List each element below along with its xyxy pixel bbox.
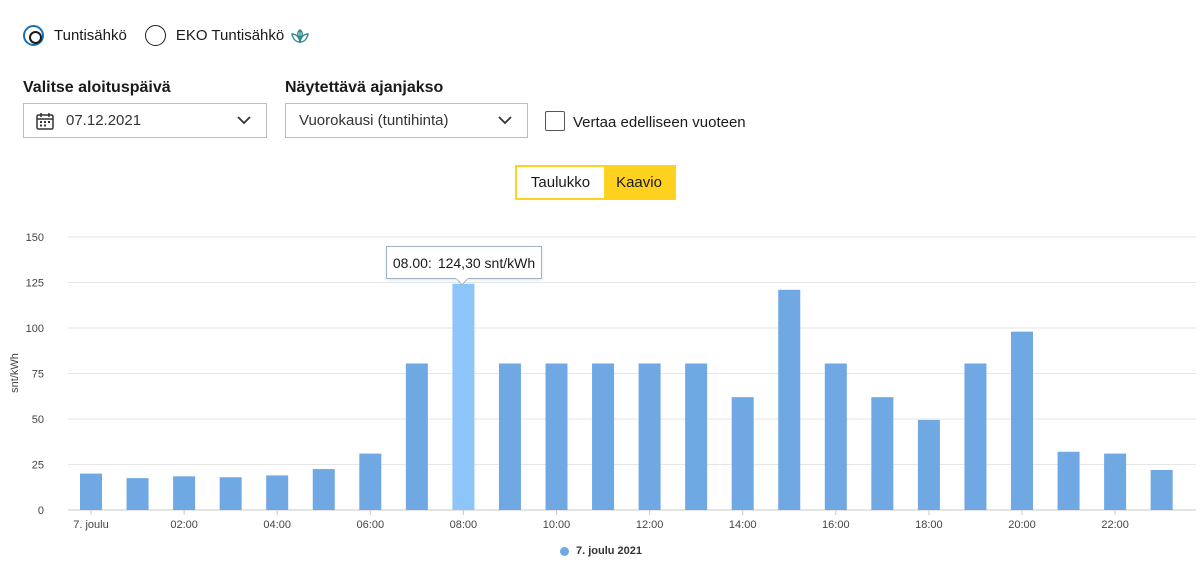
bar-hour-18[interactable] xyxy=(917,419,940,510)
x-tick-label: 02:00 xyxy=(170,519,198,531)
radio-tuntisahko[interactable]: Tuntisähkö xyxy=(23,24,127,46)
bar-hour-17[interactable] xyxy=(871,397,894,510)
y-axis-title: snt/kWh xyxy=(9,353,21,393)
chart-grid xyxy=(68,236,1196,511)
chart-bars xyxy=(80,283,1173,510)
chart-legend[interactable]: 7. joulu 2021 xyxy=(560,545,642,557)
bar-hour-16[interactable] xyxy=(824,363,847,510)
bar-hour-23[interactable] xyxy=(1150,469,1173,510)
radio-label: Tuntisähkö xyxy=(54,26,127,44)
start-date-label: Valitse aloituspäivä xyxy=(23,79,171,96)
bar-hour-12[interactable] xyxy=(638,363,661,510)
y-tick-label: 150 xyxy=(26,232,44,244)
y-tick-label: 25 xyxy=(32,460,44,472)
bar-hour-1[interactable] xyxy=(126,478,149,510)
period-select[interactable]: Vuorokausi (tuntihinta) xyxy=(285,103,528,138)
bar-hour-10[interactable] xyxy=(545,363,568,510)
bar-hour-15[interactable] xyxy=(778,289,801,510)
start-date-value: 07.12.2021 xyxy=(66,112,142,129)
x-tick-label: 16:00 xyxy=(822,519,850,531)
x-tick-label: 7. joulu xyxy=(73,519,108,531)
y-tick-label: 75 xyxy=(32,369,44,381)
calendar-icon xyxy=(36,112,54,130)
tooltip-arrow xyxy=(456,278,468,286)
compare-label: Vertaa edelliseen vuoteen xyxy=(573,114,746,131)
x-tick-label: 14:00 xyxy=(729,519,757,531)
bar-hour-22[interactable] xyxy=(1104,453,1127,510)
bar-hour-3[interactable] xyxy=(219,477,242,510)
chevron-down-icon xyxy=(237,116,251,125)
x-tick-label: 12:00 xyxy=(636,519,664,531)
tab-table[interactable]: Taulukko xyxy=(517,167,604,198)
legend-label: 7. joulu 2021 xyxy=(576,545,643,557)
compare-checkbox[interactable] xyxy=(545,110,565,131)
bar-hour-9[interactable] xyxy=(498,363,521,510)
bar-hour-19[interactable] xyxy=(964,363,987,510)
bar-hour-20[interactable] xyxy=(1011,331,1033,510)
bar-hour-21[interactable] xyxy=(1057,451,1080,510)
bar-hour-14[interactable] xyxy=(731,397,754,510)
bar-hour-5[interactable] xyxy=(312,469,335,510)
x-tick-label: 18:00 xyxy=(915,519,943,531)
start-date-picker[interactable]: 07.12.2021 xyxy=(23,103,267,138)
tariff-radio-group: Tuntisähkö EKO Tuntisähkö xyxy=(23,24,328,46)
y-tick-label: 100 xyxy=(26,323,44,335)
x-tick-label: 08:00 xyxy=(450,519,478,531)
bar-hour-6[interactable] xyxy=(359,453,382,510)
x-tick-label: 06:00 xyxy=(357,519,385,531)
radio-label: EKO Tuntisähkö xyxy=(175,26,285,44)
y-axis: 0 25 50 75 100 125 150 xyxy=(26,232,44,517)
leaf-icon xyxy=(291,29,310,44)
tooltip-value: 124,30 snt/kWh xyxy=(437,254,536,271)
tooltip-time: 08.00: xyxy=(392,254,432,271)
chevron-down-icon xyxy=(498,116,512,125)
bar-hour-11[interactable] xyxy=(592,363,615,510)
period-label: Näytettävä ajanjakso xyxy=(285,79,444,96)
bar-hour-8[interactable] xyxy=(452,283,475,510)
radio-selected-indicator[interactable] xyxy=(23,24,44,46)
legend-marker xyxy=(560,546,569,556)
price-bar-chart: 0 25 50 75 100 125 150 snt/kWh 7. joulu 02:00 04… xyxy=(9,232,1196,531)
x-axis: 7. joulu 02:00 04:00 06:00 08:00 10:00 12:00 14… xyxy=(73,510,1129,531)
x-tick-label: 20:00 xyxy=(1008,519,1036,531)
tab-chart[interactable]: Kaavio xyxy=(604,167,674,198)
bar-hour-13[interactable] xyxy=(685,363,708,510)
bar-hour-4[interactable] xyxy=(266,475,289,510)
view-toggle: Taulukko Kaavio xyxy=(515,165,676,200)
bar-hour-7[interactable] xyxy=(405,363,428,510)
x-tick-label: 22:00 xyxy=(1101,519,1129,531)
radio-unselected-indicator[interactable] xyxy=(144,24,166,46)
y-tick-label: 50 xyxy=(32,414,44,426)
chart-tooltip: 08.00: 124,30 snt/kWh xyxy=(386,246,542,279)
y-tick-label: 125 xyxy=(26,278,44,290)
y-tick-label: 0 xyxy=(38,505,44,517)
radio-eko-tuntisahko[interactable]: EKO Tuntisähkö xyxy=(144,24,310,46)
bar-hour-2[interactable] xyxy=(173,476,196,510)
compare-previous-year[interactable]: Vertaa edelliseen vuoteen xyxy=(545,110,746,131)
bar-hour-0[interactable] xyxy=(80,473,102,510)
period-value: Vuorokausi (tuntihinta) xyxy=(299,112,449,129)
x-tick-label: 04:00 xyxy=(263,519,291,531)
x-tick-label: 10:00 xyxy=(543,519,571,531)
